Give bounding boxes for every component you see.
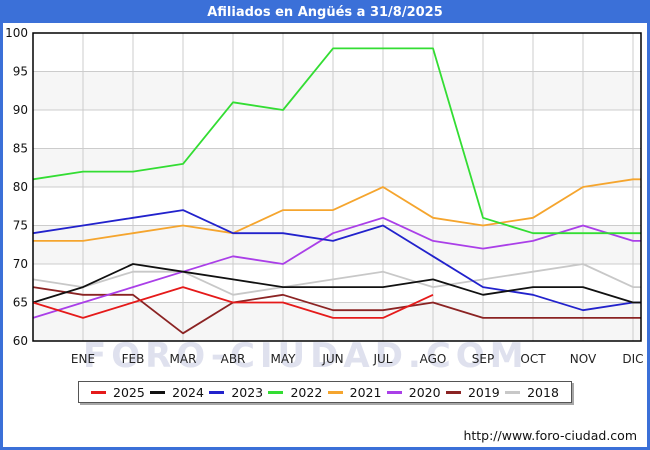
footer-url: http://www.foro-ciudad.com bbox=[463, 428, 637, 443]
line-2019 bbox=[32, 286, 641, 335]
legend-swatch-2021 bbox=[327, 390, 343, 394]
legend-item-2018: 2018 bbox=[505, 385, 559, 400]
y-tick-label: 65 bbox=[13, 296, 28, 310]
x-tick-label: MAR bbox=[170, 352, 197, 366]
plot-band bbox=[33, 302, 641, 341]
x-tick-label: JUL bbox=[372, 352, 392, 366]
line-2024 bbox=[32, 263, 641, 304]
legend-item-2024: 2024 bbox=[150, 385, 204, 400]
legend-swatch-2023 bbox=[209, 390, 225, 394]
line-2023 bbox=[32, 209, 641, 312]
x-tick-label: MAY bbox=[271, 352, 297, 366]
x-tick-label: FEB bbox=[122, 352, 145, 366]
legend-swatch-2019 bbox=[445, 390, 461, 394]
x-tick-label: OCT bbox=[520, 352, 546, 366]
y-tick-label: 100 bbox=[5, 26, 28, 40]
y-tick-label: 90 bbox=[13, 103, 28, 117]
watermark-text: FORO-CIUDAD.COM bbox=[83, 336, 529, 376]
y-tick-label: 85 bbox=[13, 142, 28, 156]
chart-area: FORO-CIUDAD.COM 60 65 70 75 80 85 90 95 100 ENE FE… bbox=[3, 3, 647, 447]
legend-item-2019: 2019 bbox=[445, 384, 500, 400]
x-tick-label: AGO bbox=[420, 352, 447, 366]
y-tick-label: 60 bbox=[13, 334, 28, 348]
plot-border bbox=[32, 32, 642, 342]
chart-title: Afiliados en Angüés a 31/8/2025 bbox=[3, 3, 647, 23]
legend-label: 2019 bbox=[467, 384, 500, 400]
x-tick-label: NOV bbox=[570, 352, 597, 366]
legend-item-2020: 2020 bbox=[386, 384, 441, 400]
line-2025 bbox=[32, 286, 434, 319]
x-tick-label: JUN bbox=[321, 352, 343, 366]
legend-item-2022: 2022 bbox=[268, 385, 322, 400]
plot-band bbox=[33, 148, 641, 187]
line-2021 bbox=[33, 178, 641, 242]
legend-label: 2024 bbox=[172, 384, 204, 400]
y-tick-label: 70 bbox=[13, 257, 28, 271]
line-2020 bbox=[32, 216, 641, 319]
legend-swatch-2022 bbox=[268, 390, 284, 394]
legend-label: 2023 bbox=[231, 384, 264, 400]
legend-label: 2022 bbox=[290, 384, 323, 400]
x-tick-label: ENE bbox=[71, 352, 95, 366]
legend-label: 2020 bbox=[408, 384, 441, 400]
y-tick-label: 75 bbox=[13, 219, 28, 233]
legend-item-2025: 2025 bbox=[91, 385, 145, 400]
legend-swatch-2025 bbox=[91, 390, 106, 394]
line-2018 bbox=[32, 263, 641, 296]
legend-item-2021: 2021 bbox=[327, 384, 382, 400]
x-tick-label: SEP bbox=[472, 352, 494, 366]
legend-item-2023: 2023 bbox=[209, 385, 263, 400]
plot-band bbox=[33, 71, 641, 110]
y-tick-label: 95 bbox=[13, 65, 28, 79]
x-tick-label: ABR bbox=[221, 352, 246, 366]
legend-label: 2018 bbox=[527, 384, 559, 400]
chart-svg: 60 65 70 75 80 85 90 95 100 ENE FEB MAR ABR MAY JUN JUL… bbox=[5, 26, 643, 366]
legend: 2025 2024 2023 2022 2021 2020 2019 2018 bbox=[78, 381, 572, 403]
legend-swatch-2024 bbox=[150, 390, 166, 394]
legend-label: 2021 bbox=[349, 384, 382, 400]
line-2022 bbox=[32, 47, 641, 235]
legend-label: 2025 bbox=[113, 384, 145, 400]
legend-swatch-2020 bbox=[386, 390, 402, 394]
legend-swatch-2018 bbox=[505, 390, 521, 394]
y-tick-label: 80 bbox=[13, 180, 28, 194]
x-tick-label: DIC bbox=[622, 352, 643, 366]
